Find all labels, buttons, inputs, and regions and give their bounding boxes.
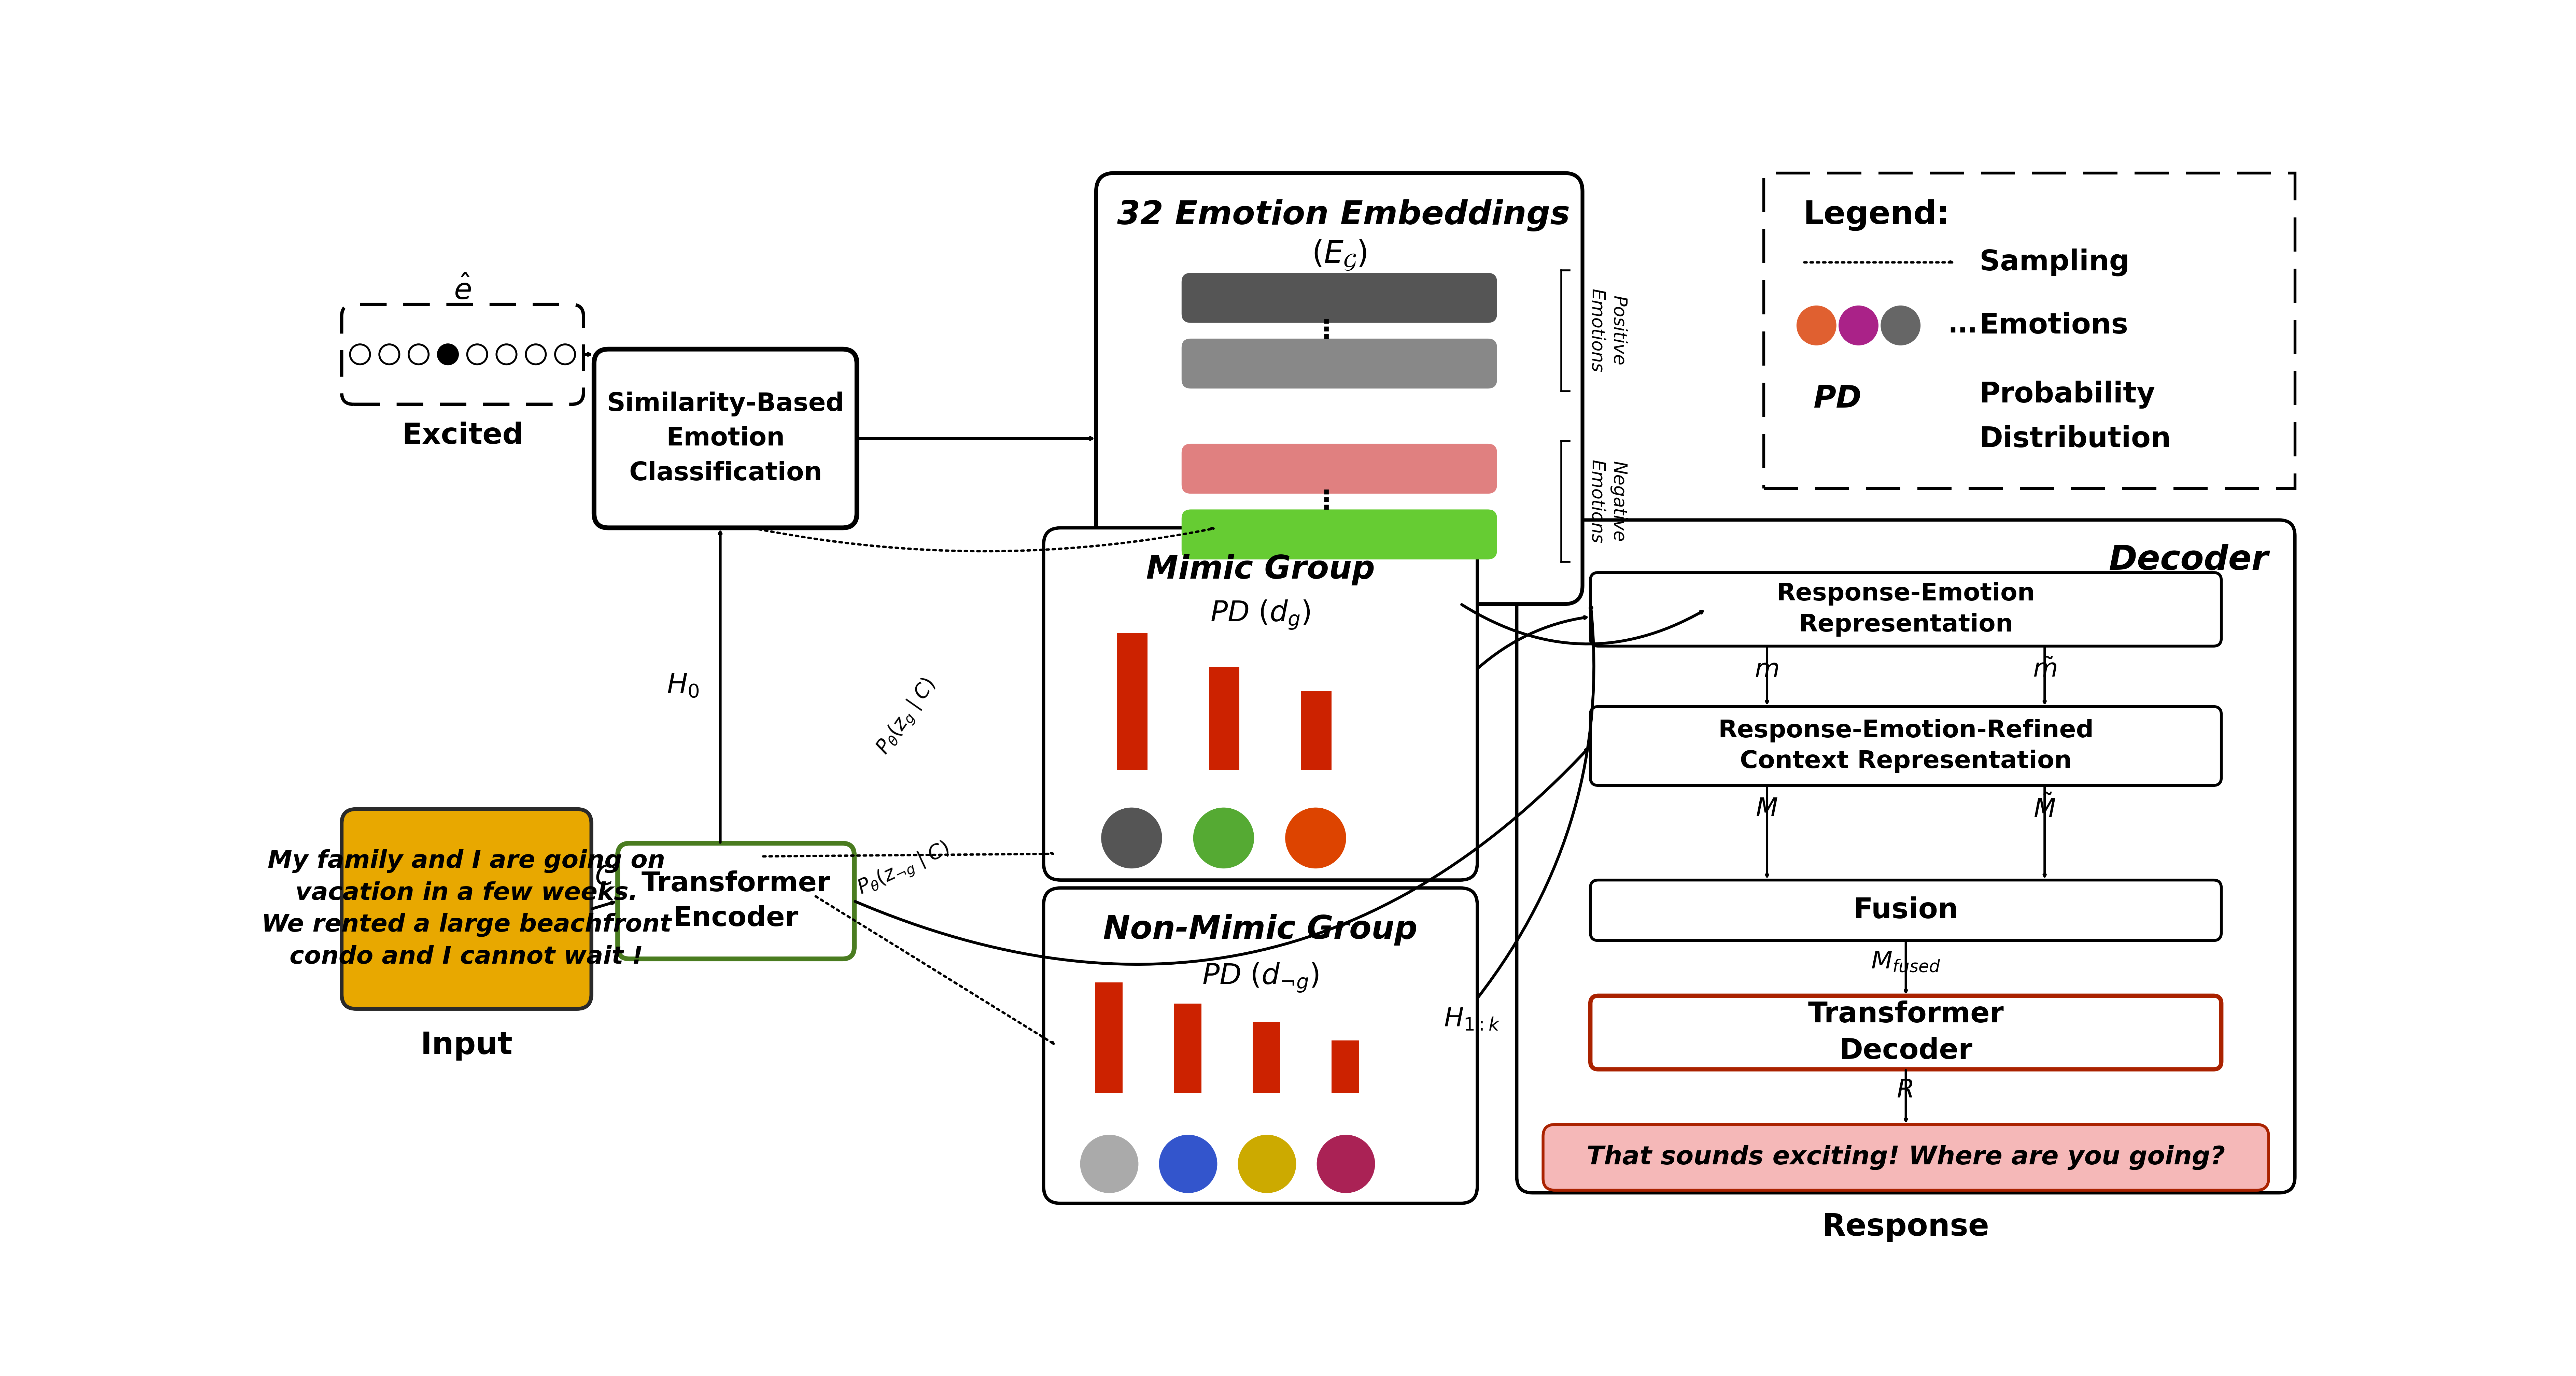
- Circle shape: [1193, 808, 1255, 868]
- Text: ⋮: ⋮: [1314, 488, 1340, 515]
- Text: Input: Input: [420, 1031, 513, 1061]
- Circle shape: [1285, 808, 1345, 868]
- FancyBboxPatch shape: [1043, 888, 1476, 1204]
- Bar: [1252, 1022, 1280, 1093]
- FancyBboxPatch shape: [1182, 509, 1497, 560]
- Text: $\hat{e}$: $\hat{e}$: [453, 277, 471, 305]
- Circle shape: [1795, 305, 1837, 345]
- Circle shape: [466, 344, 487, 365]
- Circle shape: [1239, 1135, 1296, 1193]
- FancyBboxPatch shape: [343, 809, 592, 1009]
- Text: Response: Response: [1821, 1212, 1989, 1243]
- Text: PD $(d_{\neg g})$: PD $(d_{\neg g})$: [1203, 962, 1319, 993]
- FancyBboxPatch shape: [595, 350, 858, 528]
- FancyBboxPatch shape: [1095, 173, 1582, 604]
- Text: $M_{fused}$: $M_{fused}$: [1870, 949, 1940, 973]
- FancyBboxPatch shape: [1182, 272, 1497, 323]
- Text: $\tilde{m}$: $\tilde{m}$: [2032, 658, 2056, 682]
- Bar: [1332, 1040, 1360, 1093]
- Circle shape: [350, 344, 371, 365]
- Circle shape: [554, 344, 574, 365]
- Circle shape: [526, 344, 546, 365]
- FancyBboxPatch shape: [1589, 707, 2221, 786]
- Text: Emotions: Emotions: [1978, 311, 2128, 340]
- Bar: [1208, 667, 1239, 769]
- FancyBboxPatch shape: [1043, 528, 1476, 881]
- Circle shape: [379, 344, 399, 365]
- Circle shape: [438, 344, 459, 365]
- Text: M: M: [1757, 797, 1777, 821]
- Text: PD $(d_g)$: PD $(d_g)$: [1211, 599, 1311, 630]
- FancyBboxPatch shape: [1182, 338, 1497, 388]
- Text: Transformer
Decoder: Transformer Decoder: [1808, 1000, 2004, 1065]
- Text: Non-Mimic Group: Non-Mimic Group: [1103, 914, 1417, 945]
- Bar: [1301, 691, 1332, 769]
- FancyBboxPatch shape: [1765, 173, 2295, 488]
- Circle shape: [1079, 1135, 1139, 1193]
- Text: ...: ...: [1947, 312, 1978, 338]
- Text: $P_\theta(z_{\neg g} \mid C)$: $P_\theta(z_{\neg g} \mid C)$: [855, 838, 953, 901]
- Text: Positive
Emotions: Positive Emotions: [1587, 289, 1628, 373]
- Text: C: C: [595, 864, 613, 890]
- Text: $H_{1:k}$: $H_{1:k}$: [1443, 1007, 1499, 1032]
- Text: R: R: [1896, 1077, 1914, 1102]
- Circle shape: [497, 344, 515, 365]
- Text: Response-Emotion
Representation: Response-Emotion Representation: [1777, 582, 2035, 637]
- Text: 32 Emotion Embeddings: 32 Emotion Embeddings: [1118, 200, 1569, 231]
- Text: Response-Emotion-Refined
Context Representation: Response-Emotion-Refined Context Represe…: [1718, 718, 2094, 773]
- Text: PD: PD: [1814, 384, 1862, 414]
- Text: Negative
Emotions: Negative Emotions: [1587, 460, 1628, 544]
- Text: $\tilde{M}$: $\tilde{M}$: [2032, 795, 2056, 823]
- Text: Probability: Probability: [1978, 381, 2156, 409]
- Circle shape: [1880, 305, 1919, 345]
- Text: $(E_\mathcal{G})$: $(E_\mathcal{G})$: [1311, 238, 1368, 271]
- Circle shape: [1839, 305, 1878, 345]
- Bar: [1095, 982, 1123, 1093]
- Text: Similarity-Based
Emotion
Classification: Similarity-Based Emotion Classification: [608, 391, 845, 486]
- Text: Fusion: Fusion: [1852, 896, 1958, 925]
- Text: $H_0$: $H_0$: [667, 673, 698, 699]
- Text: Mimic Group: Mimic Group: [1146, 555, 1376, 586]
- Circle shape: [1159, 1135, 1216, 1193]
- Text: Excited: Excited: [402, 421, 523, 450]
- FancyBboxPatch shape: [1543, 1124, 2269, 1190]
- FancyBboxPatch shape: [1589, 996, 2221, 1069]
- FancyBboxPatch shape: [1589, 572, 2221, 647]
- FancyBboxPatch shape: [1182, 443, 1497, 494]
- Circle shape: [410, 344, 428, 365]
- FancyBboxPatch shape: [1517, 520, 2295, 1193]
- Bar: [1118, 633, 1146, 769]
- Bar: [1175, 1003, 1200, 1093]
- FancyBboxPatch shape: [618, 843, 855, 959]
- Circle shape: [1316, 1135, 1376, 1193]
- Text: Sampling: Sampling: [1978, 249, 2130, 277]
- Text: My family and I are going on
vacation in a few weeks.
We rented a large beachfro: My family and I are going on vacation in…: [263, 849, 672, 969]
- FancyBboxPatch shape: [1589, 881, 2221, 941]
- Text: Legend:: Legend:: [1803, 200, 1950, 231]
- Text: Transformer
Encoder: Transformer Encoder: [641, 870, 829, 932]
- Text: Distribution: Distribution: [1978, 425, 2172, 453]
- Text: ⋮: ⋮: [1314, 318, 1340, 344]
- Text: $P_\theta(z_g \mid C)$: $P_\theta(z_g \mid C)$: [873, 674, 940, 760]
- Circle shape: [1103, 808, 1162, 868]
- Text: Decoder: Decoder: [2110, 544, 2269, 577]
- Text: m: m: [1754, 658, 1780, 682]
- Text: That sounds exciting! Where are you going?: That sounds exciting! Where are you goin…: [1587, 1145, 2226, 1170]
- FancyBboxPatch shape: [343, 304, 582, 405]
